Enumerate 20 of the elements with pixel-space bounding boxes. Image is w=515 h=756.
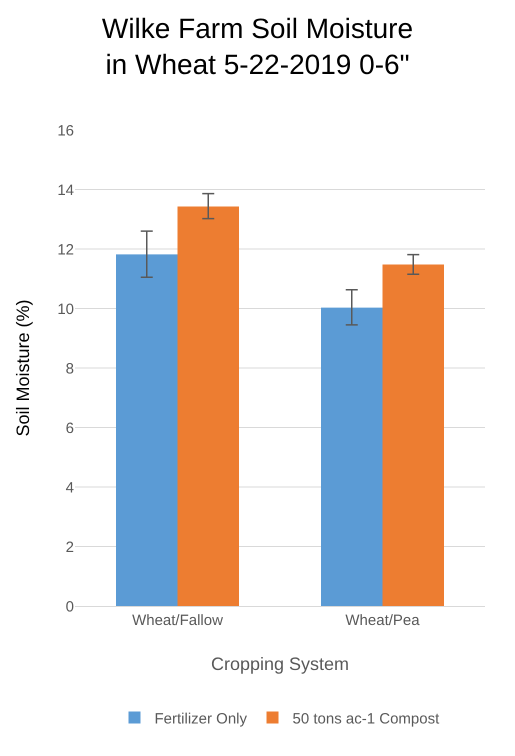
y-tick-label: 4 (66, 479, 74, 496)
x-tick-label: Wheat/Fallow (132, 612, 224, 629)
y-tick-label: 2 (66, 538, 74, 556)
bar (178, 206, 239, 606)
y-tick-label: 10 (57, 300, 74, 318)
bar (321, 308, 382, 606)
y-tick-label: 0 (66, 598, 74, 616)
chart-title: Wilke Farm Soil Moisture in Wheat 5-22-2019 0-6" (102, 12, 414, 80)
x-axis-title: Cropping System (210, 654, 350, 674)
x-tick-label: Wheat/Pea (345, 612, 420, 629)
legend-label: Fertilizer Only (154, 710, 248, 728)
legend-label: 50 tons ac-1 Compost (292, 710, 440, 728)
y-tick-label: 8 (66, 360, 74, 378)
bar (382, 264, 444, 606)
y-tick-label: 6 (66, 420, 74, 437)
y-tick-label: 14 (57, 182, 74, 199)
y-tick-label: 16 (57, 122, 74, 140)
bar (116, 254, 178, 606)
y-axis-title: Soil Moisture (%) (13, 299, 33, 437)
y-tick-label: 12 (57, 241, 74, 258)
